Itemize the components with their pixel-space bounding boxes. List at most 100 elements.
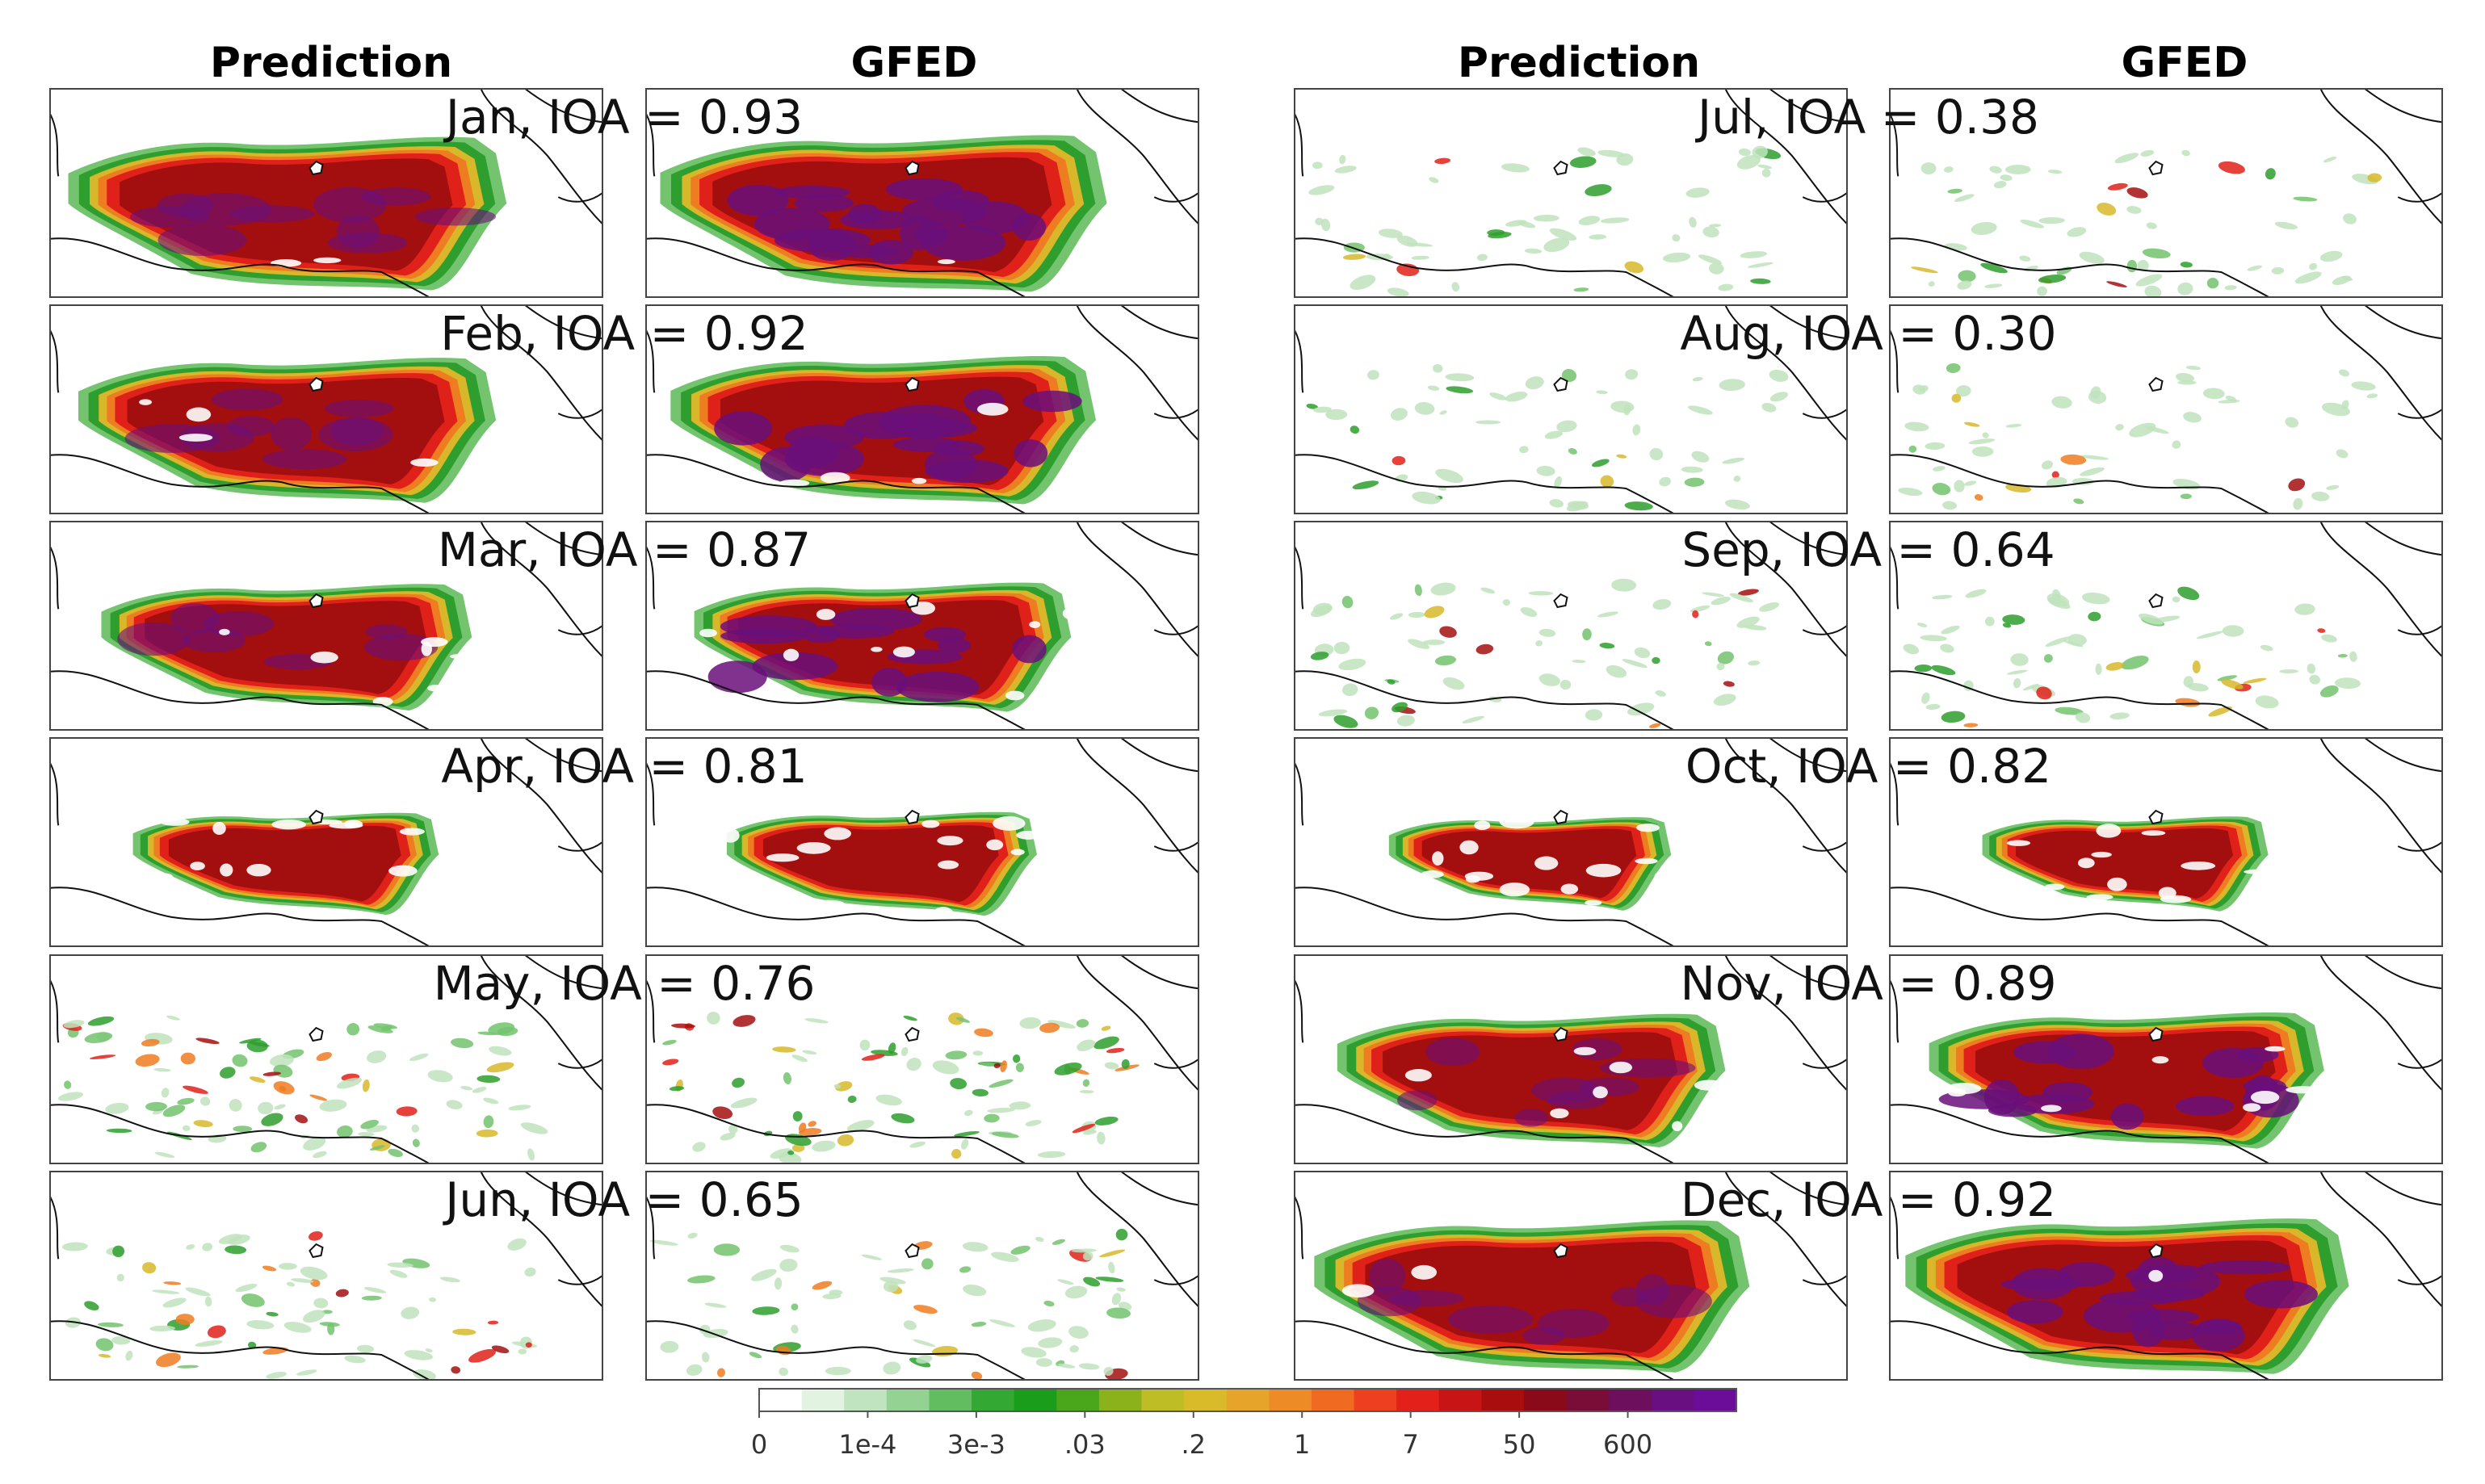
fire-patch [180,1052,195,1065]
fire-patch [1519,446,1529,454]
fire-patch [2181,149,2190,157]
panel-frame [1294,88,1848,298]
fire-gap [495,681,525,694]
fire-patch [1517,220,1536,228]
fire-patch [2139,613,2164,625]
fire-hotspot [2130,1286,2205,1302]
fire-patch [1019,1017,1041,1029]
fire-gap [380,913,409,922]
fire-patch [1685,187,1710,198]
fire-patch [1104,1062,1119,1070]
fire-patch [1600,217,1630,224]
fire-gap [2141,830,2166,836]
fire-patch [87,1016,115,1026]
fire-patch [241,1293,265,1307]
fire-hotspot [727,184,789,216]
fire-patch [1439,410,1447,415]
coastline-west [1890,1196,1899,1260]
fire-gap [933,907,954,920]
fire-patch [1505,392,1528,402]
fire-patch [2180,493,2192,500]
fire-patch [1577,147,1596,157]
fire-patch [476,1075,501,1084]
fire-patch [1429,177,1439,183]
fire-patch [1318,709,1348,717]
fire-hotspot [1425,1038,1480,1067]
fire-patch [950,1078,968,1090]
horn-coast [1153,409,1198,419]
fire-patch [302,1310,325,1323]
fire-hotspot [888,418,978,438]
red-sea-coast-east [524,89,602,124]
fire-patch [750,1268,777,1281]
fire-patch [308,1230,323,1241]
fire-patch [2338,369,2350,377]
fire-patch [2351,381,2376,391]
fire-patch [2343,213,2357,224]
fire-gap [986,839,1004,851]
month-ioa-label: Jun, IOA = 0.65 [443,1172,804,1227]
fire-patch [1624,501,1653,511]
fire-patch [451,1038,474,1049]
map-panel [49,304,603,514]
fire-hotspot [204,610,275,637]
fire-patch [1898,487,1923,497]
fire-patch [1077,1039,1096,1052]
fire-patch [162,1297,187,1308]
fire-patch [2114,153,2139,164]
red-sea-coast-east [524,522,602,556]
fire-hotspot [801,626,841,643]
coastline-west [1295,979,1304,1043]
fire-patch [389,1269,408,1278]
coastline [1295,1320,1676,1380]
fire-hotspot [1014,439,1048,467]
fire-patch [1954,480,1965,493]
coastline-west [1295,1196,1304,1260]
red-sea-coast-east [524,738,602,773]
fire-patch [1101,1025,1111,1031]
fire-hotspot [324,399,394,417]
fire-patch [2183,412,2202,423]
fire-patch [812,1140,836,1152]
horn-coast [1802,409,1847,419]
coastline-west [1890,979,1899,1043]
red-sea-coast-east [1769,955,1847,990]
fire-gap [2077,857,2095,869]
fire-patch [972,1050,984,1056]
coastline [1890,1104,2271,1163]
fire-patch [316,1052,333,1062]
fire-patch [1427,385,1440,391]
red-sea-coast [1076,738,1198,874]
fire-patch [2010,653,2029,666]
fire-patch [961,1138,969,1150]
fire-patch [266,1311,279,1317]
fire-gap [1010,849,1025,856]
fire-patch [2366,393,2378,399]
fire-patch [1561,368,1577,383]
map-panel [49,954,603,1164]
red-sea-coast [1724,89,1847,225]
fire-gap [937,836,963,846]
red-sea-coast-east [2364,1172,2442,1206]
colorbar-segment [1694,1389,1737,1411]
fire-patch [1947,188,1962,194]
colorbar-tick-label: 1e-4 [838,1429,896,1460]
fire-gap [449,653,468,660]
fire-gap [220,863,233,877]
fire-patch [2311,491,2330,501]
fire-patch [2105,662,2124,671]
horn-coast [557,192,602,203]
fire-patch [2175,372,2195,383]
fire-patch [825,1366,851,1376]
fire-patch [1391,408,1408,421]
fire-patch [1387,679,1396,685]
fire-patch [2196,631,2223,639]
fire-patch [177,1097,195,1105]
fire-gap [2006,840,2031,846]
coastline-west [1295,762,1304,826]
red-sea-coast-east [524,955,602,990]
fire-patch [1412,491,1441,505]
fire-gap [1723,1058,1758,1065]
fire-patch [2293,196,2318,202]
fire-patch [2225,396,2237,402]
